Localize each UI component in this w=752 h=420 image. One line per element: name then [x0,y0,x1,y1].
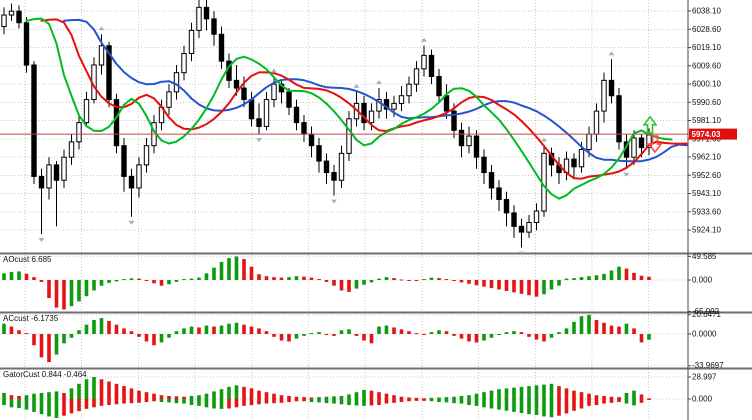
svg-text:5952.60: 5952.60 [692,171,721,180]
svg-text:5924.10: 5924.10 [692,226,721,235]
svg-text:49.585: 49.585 [692,252,717,261]
panel-label-gatorcust: GatorCust 0.844 -0.464 [3,370,87,379]
svg-text:6019.10: 6019.10 [692,43,721,52]
svg-text:6000.10: 6000.10 [692,80,721,89]
indicator-panel-awesome-oscillator[interactable] [0,255,688,311]
svg-text:28.997: 28.997 [692,372,717,381]
svg-text:20.6471: 20.6471 [692,310,721,319]
svg-text:6028.60: 6028.60 [692,25,721,34]
current-price-tag: 5974.03 [689,128,737,140]
svg-text:5990.60: 5990.60 [692,98,721,107]
current-price-tag-value: 5974.03 [692,130,721,139]
indicator-panel-gator-oscillator[interactable] [0,376,688,418]
price-axis[interactable]: 6038.10 6028.60 6019.10 6009.60 6000.10 5990.… [687,0,724,420]
fractal-markers [38,26,630,252]
svg-text:-33.9697: -33.9697 [692,361,724,370]
svg-text:5981.10: 5981.10 [692,116,721,125]
svg-text:5962.10: 5962.10 [692,153,721,162]
panel-separators[interactable] [0,252,752,370]
signal-arrows [642,115,663,154]
svg-text:5943.10: 5943.10 [692,189,721,198]
svg-text:6009.60: 6009.60 [692,61,721,70]
panel-label-accust: ACcust -6.1735 [3,314,59,323]
svg-text:0.000: 0.000 [692,395,713,404]
panel-label-aocust: AOcust 6.685 [3,255,52,264]
alligator-lines [25,17,688,200]
indicator-panel-accelerator-oscillator[interactable] [0,314,688,366]
svg-text:5933.60: 5933.60 [692,207,721,216]
candlestick-series[interactable] [1,0,652,248]
svg-text:-65.992: -65.992 [692,307,720,316]
svg-text:0.0000: 0.0000 [692,330,717,339]
svg-text:0.000: 0.000 [692,276,713,285]
svg-text:6038.10: 6038.10 [692,7,721,16]
